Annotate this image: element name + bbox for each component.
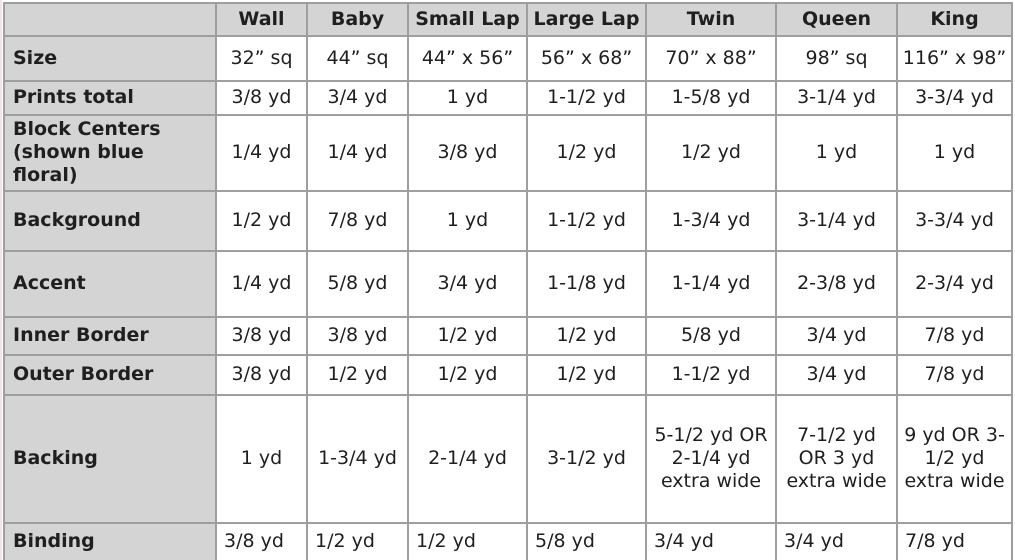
table-cell: 116” x 98”	[896, 35, 1013, 82]
table-cell: 1-1/2 yd	[526, 189, 647, 252]
table-cell: 3/4 yd	[775, 353, 898, 396]
table-row: Inner Border 3/8 yd 3/8 yd 1/2 yd 1/2 yd 5/8 …	[3, 315, 1013, 356]
table-cell: 5-1/2 yd OR 2-1/4 yd extra wide	[645, 393, 777, 524]
table-cell: 2-1/4 yd	[407, 393, 528, 524]
row-label: Prints total	[3, 80, 217, 116]
table-row: Size 32” sq 44” sq 44” x 56” 56” x 68” 70” x …	[3, 35, 1013, 82]
table-cell: 7/8 yd	[896, 521, 1013, 560]
column-header: Large Lap	[526, 2, 647, 37]
table-cell: 1 yd	[896, 114, 1013, 192]
table-row: Accent 1/4 yd 5/8 yd 3/4 yd 1-1/8 yd 1-1/4 yd…	[3, 249, 1013, 318]
table-row: Background 1/2 yd 7/8 yd 1 yd 1-1/2 yd 1-3/4 …	[3, 189, 1013, 252]
table-cell: 32” sq	[215, 35, 308, 82]
row-label: Accent	[3, 249, 217, 318]
table-cell: 1-5/8 yd	[645, 80, 777, 116]
table-cell: 1-1/4 yd	[645, 249, 777, 318]
table-cell: 3-1/4 yd	[775, 80, 898, 116]
table-cell: 1/4 yd	[215, 249, 308, 318]
table-header: Wall Baby Small Lap Large Lap Twin Queen King	[3, 2, 1013, 37]
table-cell: 5/8 yd	[645, 315, 777, 356]
table-cell: 3-1/4 yd	[775, 189, 898, 252]
table-cell: 3/8 yd	[407, 114, 528, 192]
row-label: Backing	[3, 393, 217, 524]
table-cell: 3/8 yd	[215, 353, 308, 396]
table-cell: 1 yd	[215, 393, 308, 524]
table-cell: 1-3/4 yd	[306, 393, 409, 524]
table-cell: 3-3/4 yd	[896, 80, 1013, 116]
row-label: Inner Border	[3, 315, 217, 356]
row-label: Block Centers (shown blue floral)	[3, 114, 217, 192]
table-cell: 3/8 yd	[215, 315, 308, 356]
table-cell: 1/2 yd	[306, 521, 409, 560]
table-cell: 1/2 yd	[215, 189, 308, 252]
column-header: Wall	[215, 2, 308, 37]
table-cell: 7-1/2 yd OR 3 yd extra wide	[775, 393, 898, 524]
table-cell: 1/2 yd	[407, 521, 528, 560]
table-cell: 1/2 yd	[306, 353, 409, 396]
table-cell: 56” x 68”	[526, 35, 647, 82]
table-cell: 1-3/4 yd	[645, 189, 777, 252]
table-cell: 1 yd	[775, 114, 898, 192]
table-cell: 3-1/2 yd	[526, 393, 647, 524]
column-header: Queen	[775, 2, 898, 37]
table-row: Block Centers (shown blue floral) 1/4 yd 1…	[3, 114, 1013, 192]
table-cell: 3/4 yd	[775, 521, 898, 560]
table-cell: 1/2 yd	[407, 315, 528, 356]
table-cell: 1/2 yd	[645, 114, 777, 192]
table-cell: 3-3/4 yd	[896, 189, 1013, 252]
table-cell: 2-3/8 yd	[775, 249, 898, 318]
table-cell: 1-1/2 yd	[645, 353, 777, 396]
column-header: Small Lap	[407, 2, 528, 37]
table-cell: 5/8 yd	[526, 521, 647, 560]
table-cell: 3/4 yd	[775, 315, 898, 356]
table-cell: 98” sq	[775, 35, 898, 82]
column-header: Baby	[306, 2, 409, 37]
corner-cell	[3, 2, 217, 37]
table-cell: 5/8 yd	[306, 249, 409, 318]
table-cell: 7/8 yd	[896, 315, 1013, 356]
row-label: Background	[3, 189, 217, 252]
table-cell: 3/4 yd	[407, 249, 528, 318]
table-cell: 3/8 yd	[215, 80, 308, 116]
table-cell: 1/4 yd	[306, 114, 409, 192]
table-cell: 1-1/8 yd	[526, 249, 647, 318]
table-cell: 1 yd	[407, 189, 528, 252]
left-edge-stripe	[0, 0, 2, 560]
table-cell: 1/2 yd	[526, 315, 647, 356]
table-cell: 3/8 yd	[306, 315, 409, 356]
table-body: Size 32” sq 44” sq 44” x 56” 56” x 68” 70” x …	[3, 35, 1013, 560]
table-row: Prints total 3/8 yd 3/4 yd 1 yd 1-1/2 yd 1-5/…	[3, 80, 1013, 116]
yardage-table: Wall Baby Small Lap Large Lap Twin Queen King …	[3, 2, 1013, 560]
header-row: Wall Baby Small Lap Large Lap Twin Queen King	[3, 2, 1013, 37]
table-cell: 3/4 yd	[645, 521, 777, 560]
column-header: King	[896, 2, 1013, 37]
row-label: Size	[3, 35, 217, 82]
table-row: Binding 3/8 yd 1/2 yd 1/2 yd 5/8 yd 3/4 yd 3/4…	[3, 521, 1013, 560]
table-cell: 70” x 88”	[645, 35, 777, 82]
table-cell: 9 yd OR 3-1/2 yd extra wide	[896, 393, 1013, 524]
table-cell: 1/2 yd	[407, 353, 528, 396]
table-cell: 2-3/4 yd	[896, 249, 1013, 318]
row-label: Outer Border	[3, 353, 217, 396]
table-cell: 3/4 yd	[306, 80, 409, 116]
table-row: Backing 1 yd 1-3/4 yd 2-1/4 yd 3-1/2 yd 5-1/2…	[3, 393, 1013, 524]
column-header: Twin	[645, 2, 777, 37]
table-cell: 1/4 yd	[215, 114, 308, 192]
table-cell: 44” sq	[306, 35, 409, 82]
table-cell: 1/2 yd	[526, 353, 647, 396]
table-cell: 7/8 yd	[896, 353, 1013, 396]
table-cell: 1/2 yd	[526, 114, 647, 192]
table-cell: 1-1/2 yd	[526, 80, 647, 116]
table-cell: 1 yd	[407, 80, 528, 116]
table-cell: 44” x 56”	[407, 35, 528, 82]
table-cell: 7/8 yd	[306, 189, 409, 252]
table-cell: 3/8 yd	[215, 521, 308, 560]
row-label: Binding	[3, 521, 217, 560]
table-row: Outer Border 3/8 yd 1/2 yd 1/2 yd 1/2 yd 1-1/…	[3, 353, 1013, 396]
